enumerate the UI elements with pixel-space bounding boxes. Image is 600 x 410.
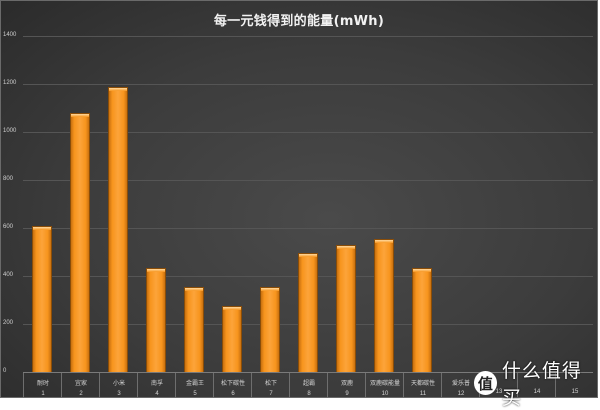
x-category-label: 双鹿碳能量 [369,380,400,387]
x-category-label: 双鹿 [340,380,353,387]
y-tick-label: 0 [3,368,7,374]
x-category-number: 12 [457,391,465,397]
y-tick-label: 600 [3,224,14,230]
x-category: 南孚 4 [137,373,176,398]
y-tick-label: 1000 [3,128,17,134]
bar [337,245,355,372]
x-category: 松下碳性 6 [213,373,252,398]
bar [375,240,393,372]
watermark-text: 什么值得买 [501,360,582,409]
x-category-number: 4 [155,391,159,397]
plot-area: 0 200 400 600 800 1000 1200 1400 [3,32,593,374]
y-tick-label: 400 [3,272,14,278]
x-category: 超霸 8 [289,373,328,398]
gridline [23,132,593,133]
y-tick-label: 1400 [3,32,17,38]
x-category-label: 宜家 [74,380,87,387]
x-category-label: 天都碳性 [410,380,435,387]
x-category: 松下 7 [251,373,290,398]
x-category: 爱乐普 12 [441,373,480,398]
watermark: 值 什么值得买 [474,360,597,409]
x-category-number: 2 [79,391,83,397]
x-category-number: 14 [533,389,541,395]
bar [71,114,89,372]
gridline [23,36,593,37]
chart-title: 每一元钱得到的能量(mWh) [213,14,385,29]
x-category: 天都碳性 11 [403,373,442,398]
x-category-label: 超霸 [302,380,315,387]
x-category-number: 13 [495,389,503,395]
x-category: 14 [517,373,556,398]
x-category-label: 松下碳性 [220,380,245,387]
x-category-label: 金霸王 [185,380,204,387]
x-category-number: 8 [307,391,311,397]
x-category-number: 6 [231,391,235,397]
x-category: 耐时 1 [23,373,62,398]
y-tick-label: 1200 [3,80,17,86]
gridline [23,84,593,85]
x-category: 双鹿 9 [327,373,366,398]
x-category-label: 爱乐普 [451,380,470,387]
gridline [23,180,593,181]
x-category-number: 11 [419,391,427,397]
x-category-number: 10 [381,391,389,397]
gridline [23,228,593,229]
y-tick-label: 200 [3,320,14,326]
x-axis: 耐时 1 宜家 2 小米 3 南孚 4 金霸王 5 松下碳性 6 松下 7 超霸 8 双鹿 9 双鹿碳能量 10 天都碳… [23,372,593,398]
x-category-label: 小米 [112,380,125,387]
x-category: 小米 3 [99,373,138,398]
x-category-label: 南孚 [150,380,163,387]
bar [185,288,203,372]
bar [147,268,165,372]
x-category-number: 3 [117,391,121,397]
x-category-number: 9 [345,391,349,397]
x-category-number: 1 [41,391,45,397]
y-tick-label: 800 [3,176,14,182]
bar [223,306,241,372]
bar [261,287,279,372]
x-category-number: 5 [193,391,197,397]
x-category: 15 [555,373,594,398]
x-category-label: 松下 [264,380,277,387]
watermark-logo-icon: 值 [474,371,497,395]
bar [109,87,127,372]
bar [33,226,51,372]
x-category-label: 耐时 [36,380,49,387]
bar [413,269,431,372]
bar [299,254,317,372]
x-category-number: 15 [571,389,579,395]
x-category: 双鹿碳能量 10 [365,373,404,398]
x-category: 宜家 2 [61,373,100,398]
x-category: 金霸王 5 [175,373,214,398]
x-category-number: 7 [269,391,273,397]
